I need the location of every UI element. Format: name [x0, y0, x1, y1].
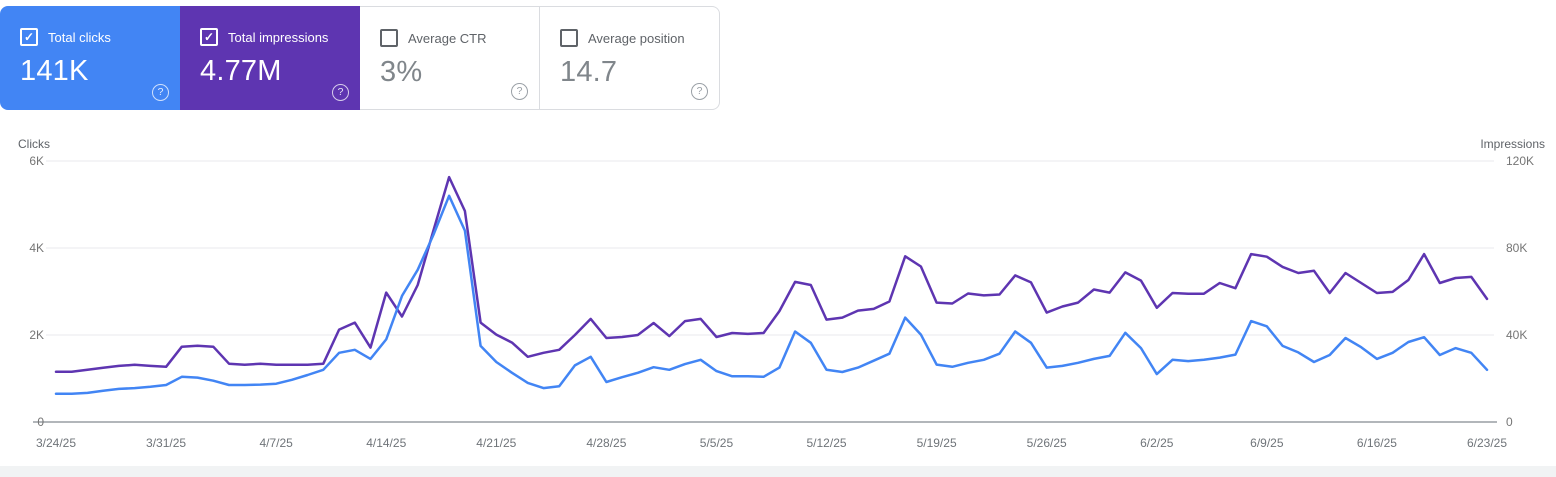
x-tick-label: 6/2/25 — [1140, 436, 1174, 450]
right-axis-ticks: 0 40K 80K 120K — [1506, 154, 1534, 429]
x-tick-label: 4/28/25 — [586, 436, 626, 450]
help-icon[interactable]: ? — [152, 84, 169, 101]
card-total-clicks[interactable]: ✓ Total clicks 141K ? — [0, 6, 180, 110]
x-axis-ticks: 3/24/25 3/31/25 4/7/25 4/14/25 4/21/25 4/28/2… — [36, 436, 1507, 450]
right-tick-label: 120K — [1506, 154, 1534, 168]
x-tick-label: 6/16/25 — [1357, 436, 1397, 450]
average-ctr-label: Average CTR — [408, 30, 487, 46]
left-axis-title: Clicks — [18, 137, 50, 151]
help-icon[interactable]: ? — [691, 83, 708, 100]
x-tick-label: 6/9/25 — [1250, 436, 1284, 450]
average-ctr-value: 3% — [380, 56, 423, 88]
average-position-value: 14.7 — [560, 56, 618, 88]
help-icon[interactable]: ? — [332, 84, 349, 101]
left-tick-label: 2K — [29, 328, 44, 342]
metric-cards: ✓ Total clicks 141K ? ✓ Total impression… — [0, 6, 720, 110]
x-tick-label: 3/24/25 — [36, 436, 76, 450]
right-tick-label: 40K — [1506, 328, 1527, 342]
total-impressions-checkbox[interactable]: ✓ — [200, 28, 218, 46]
total-impressions-value: 4.77M — [200, 55, 282, 87]
total-clicks-checkbox[interactable]: ✓ — [20, 28, 38, 46]
x-tick-label: 6/23/25 — [1467, 436, 1507, 450]
gridlines — [46, 160, 1494, 336]
x-tick-label: 4/7/25 — [259, 436, 293, 450]
left-tick-label: 4K — [29, 241, 44, 255]
average-ctr-checkbox[interactable] — [380, 29, 398, 47]
right-tick-label: 80K — [1506, 241, 1527, 255]
x-tick-label: 4/21/25 — [476, 436, 516, 450]
total-clicks-label: Total clicks — [48, 29, 111, 45]
x-tick-label: 3/31/25 — [146, 436, 186, 450]
card-average-position[interactable]: Average position 14.7 ? — [540, 6, 720, 110]
left-tick-label: 6K — [29, 154, 44, 168]
right-axis-title: Impressions — [1480, 137, 1545, 151]
card-total-impressions[interactable]: ✓ Total impressions 4.77M ? — [180, 6, 360, 110]
x-tick-label: 5/19/25 — [917, 436, 957, 450]
clicks-line — [54, 194, 1489, 395]
card-average-ctr[interactable]: Average CTR 3% ? — [360, 6, 540, 110]
x-tick-label: 5/26/25 — [1027, 436, 1067, 450]
total-clicks-value: 141K — [20, 55, 89, 87]
impressions-line — [54, 175, 1489, 374]
x-tick-label: 5/12/25 — [807, 436, 847, 450]
left-tick-label: 0 — [37, 415, 44, 429]
x-tick-label: 5/5/25 — [700, 436, 734, 450]
data-lines — [54, 175, 1489, 395]
bottom-section-divider — [0, 466, 1556, 477]
x-tick-label: 4/14/25 — [366, 436, 406, 450]
help-icon[interactable]: ? — [511, 83, 528, 100]
left-axis-ticks: 0 2K 4K 6K — [29, 154, 44, 429]
total-impressions-label: Total impressions — [228, 29, 329, 45]
average-position-label: Average position — [588, 30, 685, 46]
right-tick-label: 0 — [1506, 415, 1513, 429]
average-position-checkbox[interactable] — [560, 29, 578, 47]
